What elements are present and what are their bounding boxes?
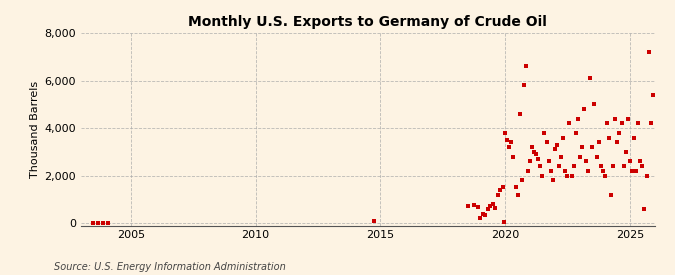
Point (612, 140, 623, 145)
Point (498, 220, 509, 224)
Point (472, 205, 483, 209)
Point (506, 140, 517, 145)
Point (554, 164, 564, 168)
Point (564, 121, 575, 125)
Point (547, 178, 558, 183)
Point (639, 207, 649, 211)
Point (601, 121, 612, 125)
Point (475, 216, 485, 221)
Point (526, 145, 537, 149)
Point (480, 213, 491, 217)
Point (88, 221, 99, 225)
Point (93, 221, 104, 225)
Point (545, 169, 556, 173)
Point (562, 174, 573, 178)
Point (637, 164, 648, 168)
Point (504, 145, 515, 149)
Point (551, 142, 562, 147)
Point (477, 211, 488, 216)
Point (632, 121, 643, 125)
Point (533, 157, 543, 161)
Point (98, 221, 109, 225)
Point (520, 64, 531, 68)
Text: Source: U.S. Energy Information Administration: Source: U.S. Energy Information Administ… (54, 262, 286, 272)
Point (647, 93, 658, 97)
Point (585, 76, 596, 80)
Point (539, 131, 550, 135)
Point (645, 121, 656, 125)
Point (624, 159, 635, 164)
Point (603, 135, 614, 140)
Point (620, 150, 631, 154)
Point (643, 50, 654, 54)
Point (583, 169, 593, 173)
Point (566, 174, 577, 178)
Point (485, 204, 495, 209)
Point (369, 219, 379, 223)
Point (482, 207, 493, 211)
Point (531, 152, 541, 156)
Point (512, 192, 523, 197)
Point (578, 107, 589, 111)
Point (597, 169, 608, 173)
Point (626, 169, 637, 173)
Point (560, 169, 571, 173)
Point (535, 164, 546, 168)
Point (570, 131, 581, 135)
Point (489, 205, 500, 210)
Point (576, 145, 587, 149)
Point (518, 83, 529, 87)
Point (616, 121, 627, 125)
Point (610, 116, 621, 121)
Point (587, 145, 598, 149)
Point (522, 169, 533, 173)
Point (599, 174, 610, 178)
Point (508, 154, 518, 159)
Point (593, 140, 604, 145)
Point (572, 116, 583, 121)
Point (510, 185, 521, 190)
Point (605, 192, 616, 197)
Point (574, 154, 585, 159)
Point (556, 154, 566, 159)
Point (529, 150, 540, 154)
Point (543, 159, 554, 164)
Title: Monthly U.S. Exports to Germany of Crude Oil: Monthly U.S. Exports to Germany of Crude… (188, 15, 547, 29)
Point (558, 135, 568, 140)
Point (492, 192, 503, 197)
Point (614, 131, 625, 135)
Point (103, 221, 114, 225)
Point (462, 204, 473, 209)
Point (500, 131, 510, 135)
Point (589, 102, 600, 106)
Point (497, 185, 508, 190)
Point (537, 174, 548, 178)
Point (516, 178, 527, 183)
Point (568, 164, 579, 168)
Point (595, 164, 606, 168)
Point (618, 164, 629, 168)
Point (641, 174, 652, 178)
Point (580, 159, 591, 164)
Point (514, 112, 525, 116)
Point (608, 164, 618, 168)
Point (495, 188, 506, 192)
Point (549, 147, 560, 152)
Point (487, 202, 498, 206)
Point (541, 140, 552, 145)
Y-axis label: Thousand Barrels: Thousand Barrels (30, 81, 40, 178)
Point (622, 116, 633, 121)
Point (630, 169, 641, 173)
Point (468, 203, 479, 208)
Point (502, 138, 512, 142)
Point (524, 159, 535, 164)
Point (628, 135, 639, 140)
Point (591, 154, 602, 159)
Point (635, 159, 646, 164)
